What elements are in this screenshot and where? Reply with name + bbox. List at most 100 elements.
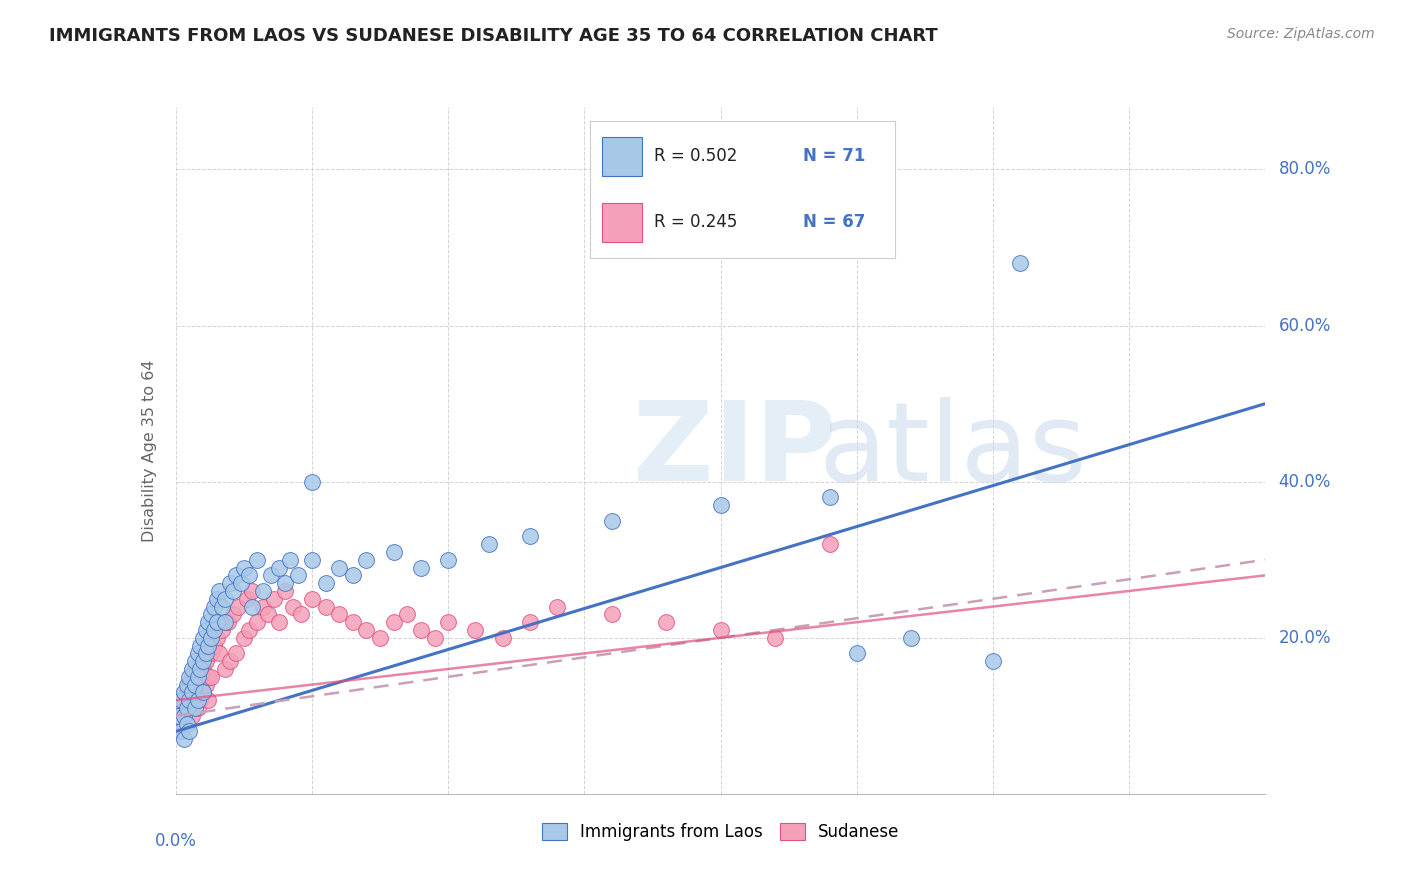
Point — [181, 708, 204, 723]
Point — [356, 552, 378, 567]
Point — [238, 568, 260, 582]
Text: 40.0%: 40.0% — [1278, 473, 1331, 491]
Point — [225, 568, 247, 582]
Point — [191, 662, 214, 676]
Point — [818, 490, 841, 504]
Point — [197, 693, 219, 707]
Point — [222, 607, 245, 622]
Point — [409, 623, 432, 637]
Point — [181, 670, 204, 684]
Point — [200, 607, 222, 622]
Point — [181, 662, 204, 676]
Point — [464, 623, 486, 637]
Point — [194, 678, 217, 692]
Point — [170, 693, 193, 707]
Point — [179, 678, 201, 692]
Point — [186, 646, 209, 660]
Point — [186, 678, 209, 692]
Point — [290, 607, 312, 622]
Text: 20.0%: 20.0% — [1278, 629, 1331, 647]
Point — [188, 639, 211, 653]
Point — [281, 599, 304, 614]
Point — [170, 724, 193, 739]
Point — [710, 623, 733, 637]
Point — [600, 514, 623, 528]
Point — [194, 654, 217, 668]
Point — [176, 685, 198, 699]
Point — [240, 583, 263, 598]
Point — [188, 662, 211, 676]
Point — [179, 724, 201, 739]
Point — [202, 639, 225, 653]
Point — [315, 576, 337, 591]
Point — [763, 631, 786, 645]
Point — [214, 662, 236, 676]
Point — [231, 576, 253, 591]
Point — [200, 646, 222, 660]
Point — [478, 537, 501, 551]
Point — [179, 693, 201, 707]
Point — [173, 693, 195, 707]
Point — [197, 615, 219, 630]
Point — [202, 623, 225, 637]
Point — [191, 654, 214, 668]
Text: ZIP: ZIP — [633, 397, 837, 504]
Text: 80.0%: 80.0% — [1278, 161, 1331, 178]
Point — [191, 631, 214, 645]
Point — [655, 615, 678, 630]
Point — [211, 623, 233, 637]
Point — [396, 607, 419, 622]
Point — [179, 670, 201, 684]
Point — [269, 615, 291, 630]
Point — [368, 631, 391, 645]
Point — [184, 701, 207, 715]
Point — [184, 678, 207, 692]
Point — [232, 631, 254, 645]
Point — [274, 583, 297, 598]
Point — [315, 599, 337, 614]
Point — [328, 607, 350, 622]
Point — [274, 576, 297, 591]
Point — [186, 693, 209, 707]
Point — [228, 599, 250, 614]
Text: atlas: atlas — [818, 397, 1087, 504]
Point — [186, 701, 209, 715]
Point — [235, 591, 257, 606]
Point — [173, 685, 195, 699]
Point — [301, 552, 323, 567]
Point — [600, 607, 623, 622]
Point — [423, 631, 446, 645]
Point — [205, 631, 228, 645]
Point — [519, 615, 541, 630]
Text: 0.0%: 0.0% — [155, 831, 197, 850]
Point — [188, 670, 211, 684]
Point — [208, 646, 231, 660]
Point — [222, 583, 245, 598]
Point — [981, 654, 1004, 668]
Point — [205, 615, 228, 630]
Point — [217, 615, 239, 630]
Text: Source: ZipAtlas.com: Source: ZipAtlas.com — [1227, 27, 1375, 41]
Point — [246, 615, 269, 630]
Point — [382, 545, 405, 559]
Point — [173, 708, 195, 723]
Point — [202, 599, 225, 614]
Point — [219, 576, 242, 591]
Y-axis label: Disability Age 35 to 64: Disability Age 35 to 64 — [142, 359, 157, 541]
Point — [188, 693, 211, 707]
Point — [1010, 256, 1032, 270]
Point — [186, 670, 209, 684]
Point — [546, 599, 568, 614]
Point — [269, 560, 291, 574]
Point — [845, 646, 868, 660]
Point — [301, 591, 323, 606]
Point — [184, 654, 207, 668]
Point — [200, 631, 222, 645]
Point — [342, 568, 364, 582]
Point — [191, 685, 214, 699]
Point — [214, 615, 236, 630]
Point — [170, 724, 193, 739]
Point — [173, 708, 195, 723]
Point — [197, 670, 219, 684]
Point — [219, 654, 242, 668]
